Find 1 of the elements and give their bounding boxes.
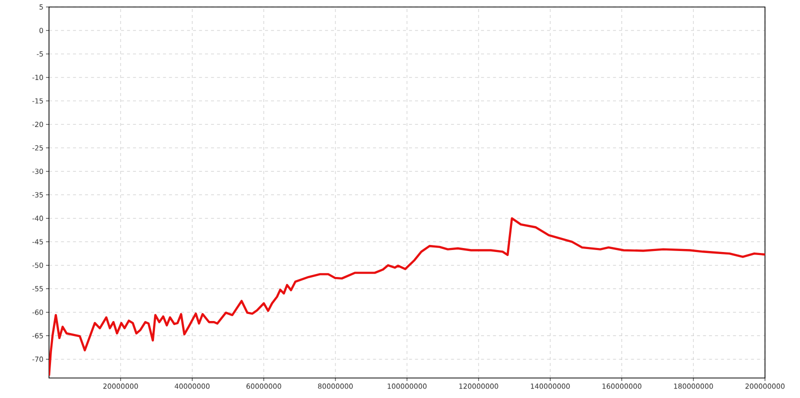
line-series [49,217,765,377]
